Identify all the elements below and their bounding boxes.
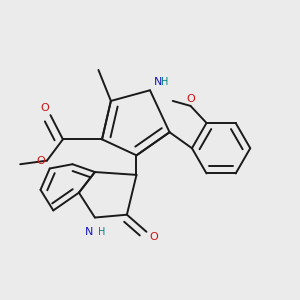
- Text: O: O: [40, 103, 49, 113]
- Text: O: O: [149, 232, 158, 242]
- Text: O: O: [187, 94, 196, 104]
- Text: H: H: [161, 77, 168, 87]
- Text: O: O: [36, 156, 45, 166]
- Text: N: N: [85, 227, 93, 238]
- Text: H: H: [98, 227, 105, 238]
- Text: N: N: [154, 77, 162, 87]
